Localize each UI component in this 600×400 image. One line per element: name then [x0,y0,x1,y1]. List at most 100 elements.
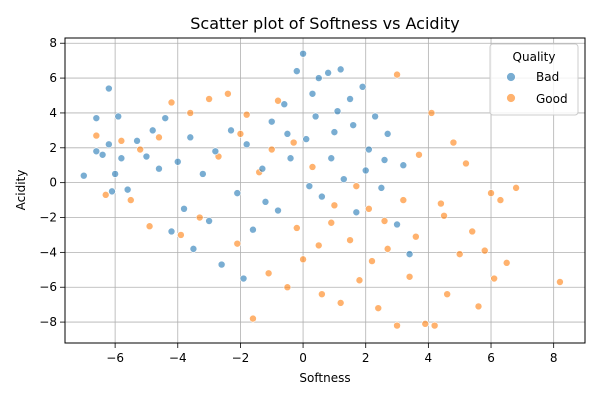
good-data-point [368,257,376,265]
good-data-point [437,199,445,208]
good-data-point [502,259,511,267]
bad-data-point [123,185,132,194]
bad-data-point [377,184,386,192]
good-data-point [126,196,135,204]
y-tick-label: −8 [39,315,57,329]
good-data-point [380,217,389,225]
bad-data-point [92,147,101,156]
bad-data-point [173,157,182,166]
bad-data-point [205,217,213,225]
good-data-point [490,274,498,283]
good-data-point [236,130,245,138]
bad-data-point [267,117,276,126]
good-data-point [249,314,257,323]
good-data-point [440,211,448,220]
bad-data-point [358,83,367,91]
bad-data-point [349,121,357,129]
good-data-point [427,109,436,117]
good-data-point [314,241,323,250]
bad-data-point [249,225,257,234]
bad-data-point [371,112,379,121]
bad-data-point [111,170,119,178]
bad-data-point [274,206,282,215]
good-data-point [233,239,242,248]
good-data-point [117,137,126,145]
good-data-point [274,96,282,105]
bad-data-point [399,161,408,170]
good-data-point [449,138,458,147]
good-data-point [145,222,154,231]
good-series-layer [92,70,564,330]
x-axis-label: Softness [299,371,350,385]
good-data-point [264,269,273,278]
y-tick-label: −6 [39,280,57,294]
good-data-point [352,182,361,190]
bad-data-point [199,170,207,178]
bad-data-point [293,67,301,75]
bad-series-layer [79,49,414,283]
bad-data-point [180,205,188,213]
chart-title: Scatter plot of Softness vs Acidity [190,14,460,33]
x-tick-label: −6 [106,351,124,365]
bad-data-point [324,69,332,77]
good-data-point [195,213,204,222]
bad-data-point [333,107,342,115]
bad-data-point [233,189,242,197]
good-data-point [415,150,423,159]
plot-frame [64,37,586,344]
bad-data-point [339,175,348,183]
bad-data-point [114,112,123,121]
good-data-point [365,205,373,213]
good-data-point [242,110,251,119]
x-tick-label: −4 [169,351,187,365]
bad-data-point [352,208,361,217]
bad-data-point [189,245,198,253]
good-data-point [355,276,364,285]
bad-data-point [142,152,151,161]
good-data-point [186,109,195,117]
bad-data-point [280,100,289,109]
legend-label-good: Good [536,92,568,106]
good-data-point [480,246,489,255]
y-tick-label: −2 [39,211,57,225]
y-tick-label: 0 [49,176,57,190]
x-tick-label: 2 [362,351,370,365]
good-data-point [462,159,470,168]
bad-data-point [105,84,113,93]
good-data-point [374,304,383,312]
y-tick-label: 2 [49,141,57,155]
bad-data-point [167,227,176,236]
bad-data-point [242,140,251,149]
x-tick-label: 8 [550,351,558,365]
good-data-point [177,231,185,239]
bad-data-point [405,250,414,258]
y-axis-label: Acidity [14,170,28,211]
good-data-point [330,201,339,210]
good-data-point [487,189,495,197]
legend-label-bad: Bad [536,70,559,84]
grid-layer [65,38,585,343]
good-data-point [267,145,276,154]
bad-data-point [283,130,292,138]
bad-data-point [155,164,163,173]
good-data-point [101,191,110,199]
good-data-point [308,163,317,171]
bad-data-point [258,164,267,173]
good-data-point [474,302,483,311]
bad-data-point [92,114,101,122]
bad-data-point [380,156,389,164]
good-data-point [412,232,420,241]
bad-data-point [211,147,220,156]
good-data-point [289,138,298,147]
good-data-point [167,98,176,107]
good-data-point [318,290,326,299]
good-data-point [443,290,451,299]
bad-data-point [314,74,323,82]
good-data-point [399,196,408,204]
good-data-point [283,283,292,292]
good-data-point [468,227,477,236]
bad-data-point [217,260,226,269]
bad-data-point [261,198,270,206]
bad-data-point [365,145,373,154]
